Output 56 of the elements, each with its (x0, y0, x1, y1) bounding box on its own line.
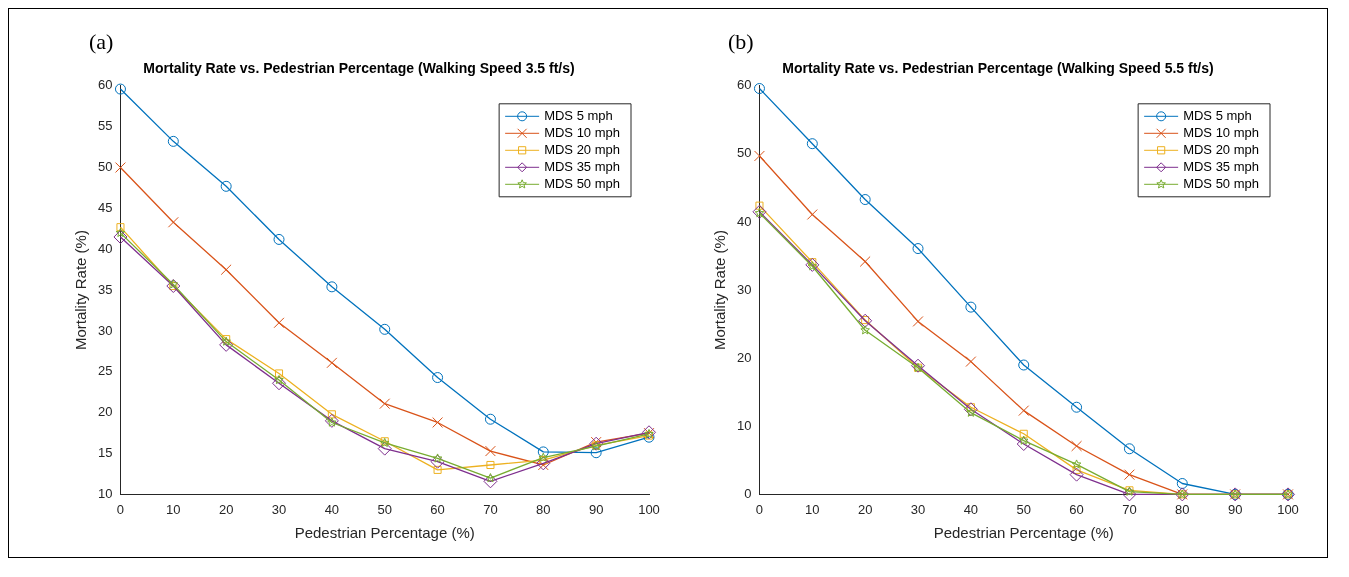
x-tick-label: 50 (377, 501, 392, 517)
text: (b) (727, 29, 755, 56)
legend-label: MDS 5 mph (544, 107, 613, 123)
legend-label: MDS 50 mph (544, 175, 621, 191)
y-tick-label: 20 (736, 349, 752, 365)
y-tick-label: 30 (97, 322, 113, 338)
x-tick-label: 60 (1069, 501, 1084, 517)
y-tick-label: 45 (97, 199, 113, 215)
x-tick-label: 40 (324, 501, 340, 517)
y-tick-label: 40 (736, 213, 752, 229)
y-tick-label: 55 (97, 118, 113, 134)
y-tick-label: 60 (736, 77, 752, 93)
x-tick-label: 20 (857, 501, 873, 517)
legend-label: MDS 10 mph (544, 124, 621, 140)
x-tick-label: 70 (1122, 501, 1137, 517)
y-tick-label: 50 (736, 145, 752, 161)
x-tick-label: 40 (963, 501, 979, 517)
legend-label: MDS 50 mph (1183, 175, 1260, 191)
y-tick-label: 10 (736, 417, 752, 433)
text: (a) (88, 29, 115, 56)
legend-label: MDS 35 mph (1183, 158, 1260, 174)
x-tick-label: 50 (1016, 501, 1031, 517)
x-tick-label: 0 (755, 501, 764, 517)
x-tick-label: 10 (805, 501, 820, 517)
x-tick-label: 30 (271, 501, 287, 517)
x-tick-label: 90 (588, 501, 604, 517)
y-tick-label: 20 (97, 404, 113, 420)
y-tick-label: 10 (97, 485, 113, 501)
x-tick-label: 70 (483, 501, 498, 517)
x-tick-label: 60 (430, 501, 445, 517)
x-tick-label: 30 (910, 501, 926, 517)
legend-label: MDS 20 mph (544, 141, 621, 157)
chart-title: Mortality Rate vs. Pedestrian Percentage (Walking Speed 5.5 ft/s) (782, 60, 1214, 77)
legend-label: MDS 20 mph (1183, 141, 1260, 157)
y-axis-title: Mortality Rate (%) (72, 230, 90, 351)
x-tick-label: 80 (1175, 501, 1190, 517)
legend-label: MDS 5 mph (1183, 107, 1252, 123)
y-tick-label: 0 (744, 485, 752, 501)
x-tick-label: 20 (218, 501, 234, 517)
y-tick-label: 60 (97, 77, 113, 93)
y-tick-label: 15 (97, 445, 113, 461)
legend-label: MDS 10 mph (1183, 124, 1260, 140)
x-tick-label: 0 (116, 501, 125, 517)
y-tick-label: 25 (97, 363, 113, 379)
x-tick-label: 100 (638, 501, 660, 517)
y-tick-label: 40 (97, 240, 113, 256)
x-tick-label: 90 (1227, 501, 1243, 517)
legend-label: MDS 35 mph (544, 158, 621, 174)
y-axis-title: Mortality Rate (%) (711, 230, 729, 351)
x-tick-label: 80 (536, 501, 551, 517)
chart-title: Mortality Rate vs. Pedestrian Percentage (Walking Speed 3.5 ft/s) (143, 60, 575, 77)
y-tick-label: 35 (97, 281, 113, 297)
x-tick-label: 100 (1277, 501, 1299, 517)
x-tick-label: 10 (166, 501, 181, 517)
y-tick-label: 30 (736, 281, 752, 297)
y-tick-label: 50 (97, 159, 113, 175)
